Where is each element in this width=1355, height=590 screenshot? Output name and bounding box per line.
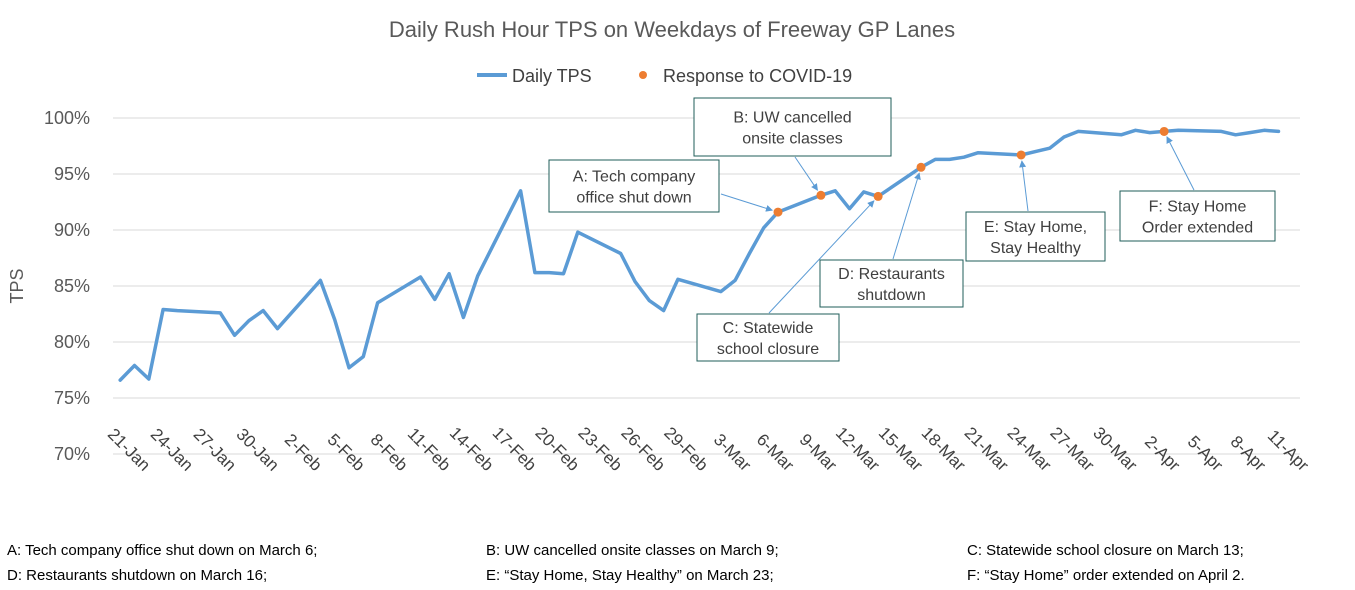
covid-marker-a: [773, 207, 783, 217]
annotation-callouts: A: Tech company office shut down B: UW can…: [548, 97, 1276, 362]
x-tick-label: 18-Mar: [918, 423, 970, 475]
callout-box: [1119, 190, 1276, 242]
footnote-c: C: Statewide school closure on March 13;: [967, 542, 1244, 559]
covid-marker-c: [873, 191, 883, 201]
callout-text: C: Statewide: [723, 320, 814, 337]
callout-box: [693, 97, 892, 157]
x-tick-label: 30-Jan: [233, 425, 283, 475]
connector-a: [720, 193, 773, 212]
callout-b: B: UW cancelled onsite classes: [693, 97, 892, 157]
x-tick-label: 11-Apr: [1264, 426, 1313, 475]
covid-marker-d: [916, 162, 926, 172]
y-axis-label: TPS: [7, 268, 27, 303]
callout-f: F: Stay Home Order extended: [1119, 190, 1276, 242]
x-tick-label: 23-Feb: [574, 423, 626, 475]
footnotes: A: Tech company office shut down on Marc…: [0, 540, 1355, 590]
legend-marker-swatch: [639, 71, 647, 79]
callout-e: E: Stay Home, Stay Healthy: [965, 211, 1106, 262]
footnote-f: F: “Stay Home” order extended on April 2…: [967, 567, 1245, 584]
legend: Daily TPS Response to COVID-19: [477, 66, 852, 86]
callout-box: [819, 259, 964, 308]
callout-text: Order extended: [1142, 220, 1253, 237]
chart-title: Daily Rush Hour TPS on Weekdays of Freew…: [389, 17, 955, 42]
callout-c: C: Statewide school closure: [696, 313, 840, 362]
y-tick-label: 75%: [54, 388, 90, 408]
callout-text: A: Tech company: [573, 169, 695, 186]
callout-text: D: Restaurants: [838, 266, 945, 283]
covid-marker-b: [816, 190, 826, 200]
x-tick-label: 21-Mar: [961, 423, 1013, 475]
x-tick-labels: 21-Jan24-Jan27-Jan30-Jan2-Feb5-Feb8-Feb1…: [104, 423, 1313, 475]
x-tick-label: 29-Feb: [660, 423, 712, 475]
callout-text: E: Stay Home,: [984, 219, 1087, 236]
callout-a: A: Tech company office shut down: [548, 159, 720, 213]
series-covid-markers: [773, 126, 1169, 217]
series-daily-tps: [118, 128, 1281, 382]
connector-c: [768, 200, 875, 314]
connector-b: [794, 156, 818, 191]
x-tick-label: 14-Feb: [446, 423, 498, 475]
footnote-d: D: Restaurants shutdown on March 16;: [7, 567, 268, 584]
callout-text: onsite classes: [742, 131, 843, 148]
x-tick-label: 24-Jan: [147, 425, 197, 475]
x-tick-label: 26-Feb: [617, 423, 669, 475]
callout-text: F: Stay Home: [1149, 199, 1247, 216]
x-tick-label: 12-Mar: [832, 423, 884, 475]
x-tick-label: 20-Feb: [532, 423, 584, 475]
x-tick-label: 15-Mar: [875, 423, 927, 475]
y-tick-label: 80%: [54, 332, 90, 352]
callout-box: [548, 159, 720, 213]
connector-f: [1166, 136, 1195, 191]
x-tick-label: 6-Mar: [753, 430, 798, 475]
legend-daily-tps: Daily TPS: [512, 66, 592, 86]
legend-covid-response: Response to COVID-19: [663, 66, 852, 86]
x-tick-label: 27-Jan: [190, 425, 240, 475]
x-tick-label: 2-Feb: [281, 430, 326, 475]
x-tick-label: 5-Feb: [324, 430, 369, 475]
x-tick-label: 21-Jan: [104, 425, 154, 475]
y-tick-label: 90%: [54, 220, 90, 240]
covid-marker-f: [1159, 126, 1169, 136]
series-line-daily-tps: [118, 128, 1281, 382]
x-tick-label: 30-Mar: [1089, 423, 1141, 475]
x-tick-label: 24-Mar: [1004, 423, 1056, 475]
x-tick-label: 17-Feb: [489, 423, 541, 475]
y-tick-labels: 70% 75% 80% 85% 90% 95% 100%: [44, 108, 90, 464]
callout-text: school closure: [717, 341, 819, 358]
y-tick-label: 85%: [54, 276, 90, 296]
callout-d: D: Restaurants shutdown: [819, 259, 964, 308]
callout-box: [965, 211, 1106, 262]
callout-text: office shut down: [576, 190, 691, 207]
callout-box: [696, 313, 840, 362]
x-tick-label: 3-Mar: [710, 430, 755, 475]
callout-text: B: UW cancelled: [733, 110, 851, 127]
callout-text: Stay Healthy: [990, 240, 1081, 257]
y-tick-label: 95%: [54, 164, 90, 184]
y-tick-label: 70%: [54, 444, 90, 464]
footnote-a: A: Tech company office shut down on Marc…: [7, 542, 318, 559]
footnote-e: E: “Stay Home, Stay Healthy” on March 23…: [486, 567, 774, 584]
tps-line-chart: Daily Rush Hour TPS on Weekdays of Freew…: [7, 17, 1313, 475]
x-tick-label: 11-Feb: [404, 424, 455, 475]
y-tick-label: 100%: [44, 108, 90, 128]
x-tick-label: 27-Mar: [1046, 423, 1098, 475]
callout-text: shutdown: [857, 287, 926, 304]
connector-e: [1019, 160, 1029, 212]
connector-d: [892, 172, 921, 260]
covid-marker-e: [1016, 150, 1026, 160]
footnote-b: B: UW cancelled onsite classes on March …: [486, 542, 779, 559]
annotation-connectors: [720, 136, 1195, 314]
